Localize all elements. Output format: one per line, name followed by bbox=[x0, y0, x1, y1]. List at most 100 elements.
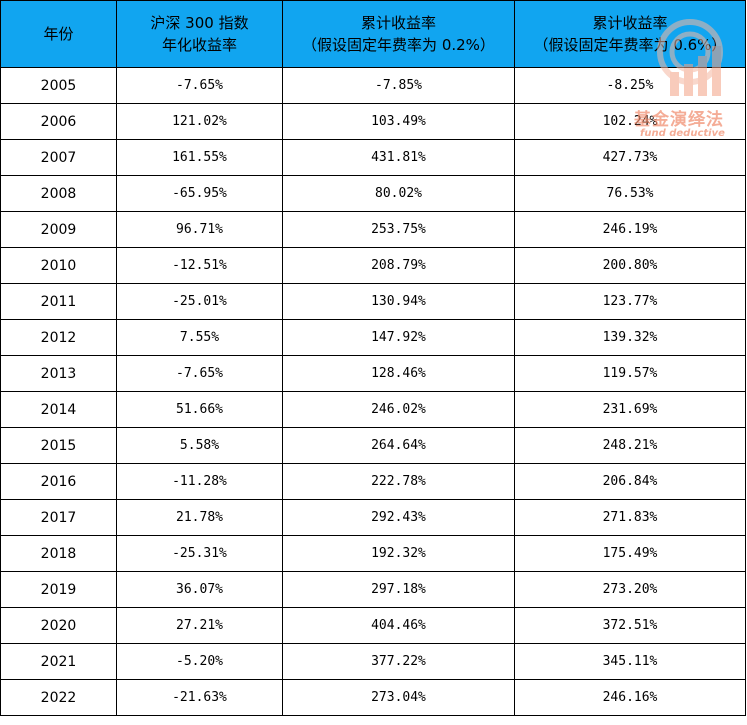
year-cell: 2009 bbox=[0, 211, 117, 248]
value-cell: 222.78% bbox=[282, 463, 515, 500]
table-row: 2012 7.55% 147.92% 139.32% bbox=[0, 319, 746, 356]
value-cell: 273.20% bbox=[514, 571, 746, 608]
year-cell: 2016 bbox=[0, 463, 117, 500]
header-row: 年份 沪深 300 指数 年化收益率 累计收益率 （假设固定年费率为 0.2%） 累计收益… bbox=[0, 0, 746, 68]
year-cell: 2015 bbox=[0, 427, 117, 464]
year-cell: 2019 bbox=[0, 571, 117, 608]
value-cell: 404.46% bbox=[282, 607, 515, 644]
value-cell: -7.65% bbox=[116, 67, 283, 104]
year-cell: 2005 bbox=[0, 67, 117, 104]
value-cell: 192.32% bbox=[282, 535, 515, 572]
year-cell: 2008 bbox=[0, 175, 117, 212]
table-row: 2021 -5.20% 377.22% 345.11% bbox=[0, 643, 746, 680]
value-cell: -7.65% bbox=[116, 355, 283, 392]
table-row: 2016 -11.28% 222.78% 206.84% bbox=[0, 463, 746, 500]
year-cell: 2007 bbox=[0, 139, 117, 176]
year-cell: 2013 bbox=[0, 355, 117, 392]
table-row: 2005 -7.65% -7.85% -8.25% bbox=[0, 67, 746, 104]
value-cell: 372.51% bbox=[514, 607, 746, 644]
value-cell: 273.04% bbox=[282, 679, 515, 716]
table-row: 2019 36.07% 297.18% 273.20% bbox=[0, 571, 746, 608]
value-cell: 80.02% bbox=[282, 175, 515, 212]
year-cell: 2014 bbox=[0, 391, 117, 428]
value-cell: 200.80% bbox=[514, 247, 746, 284]
table-row: 2017 21.78% 292.43% 271.83% bbox=[0, 499, 746, 536]
value-cell: 264.64% bbox=[282, 427, 515, 464]
value-cell: -65.95% bbox=[116, 175, 283, 212]
value-cell: 5.58% bbox=[116, 427, 283, 464]
table-body: 2005 -7.65% -7.85% -8.25% 2006 121.02% 103.49%… bbox=[0, 67, 746, 716]
table-row: 2015 5.58% 264.64% 248.21% bbox=[0, 427, 746, 464]
table-row: 2008 -65.95% 80.02% 76.53% bbox=[0, 175, 746, 212]
value-cell: 121.02% bbox=[116, 103, 283, 140]
value-cell: 119.57% bbox=[514, 355, 746, 392]
value-cell: 345.11% bbox=[514, 643, 746, 680]
column-header-0: 年份 bbox=[0, 0, 117, 68]
value-cell: 161.55% bbox=[116, 139, 283, 176]
value-cell: 147.92% bbox=[282, 319, 515, 356]
year-cell: 2010 bbox=[0, 247, 117, 284]
value-cell: 248.21% bbox=[514, 427, 746, 464]
value-cell: 96.71% bbox=[116, 211, 283, 248]
value-cell: 103.49% bbox=[282, 103, 515, 140]
value-cell: -21.63% bbox=[116, 679, 283, 716]
year-cell: 2011 bbox=[0, 283, 117, 320]
value-cell: 206.84% bbox=[514, 463, 746, 500]
table-row: 2007 161.55% 431.81% 427.73% bbox=[0, 139, 746, 176]
value-cell: 102.24% bbox=[514, 103, 746, 140]
value-cell: 130.94% bbox=[282, 283, 515, 320]
table-row: 2010 -12.51% 208.79% 200.80% bbox=[0, 247, 746, 284]
table-row: 2018 -25.31% 192.32% 175.49% bbox=[0, 535, 746, 572]
column-header-line: （假设固定年费率为 0.2%） bbox=[302, 36, 495, 54]
value-cell: -8.25% bbox=[514, 67, 746, 104]
value-cell: 246.16% bbox=[514, 679, 746, 716]
table-row: 2013 -7.65% 128.46% 119.57% bbox=[0, 355, 746, 392]
value-cell: -11.28% bbox=[116, 463, 283, 500]
column-header-2: 累计收益率 （假设固定年费率为 0.2%） bbox=[282, 0, 515, 68]
value-cell: -25.01% bbox=[116, 283, 283, 320]
value-cell: 246.19% bbox=[514, 211, 746, 248]
column-header-line: 累计收益率 bbox=[360, 14, 436, 32]
value-cell: 427.73% bbox=[514, 139, 746, 176]
column-header-line: （假设固定年费率为 0.6%） bbox=[533, 36, 727, 54]
value-cell: 246.02% bbox=[282, 391, 515, 428]
value-cell: 253.75% bbox=[282, 211, 515, 248]
column-header-1: 沪深 300 指数 年化收益率 bbox=[116, 0, 283, 68]
value-cell: 128.46% bbox=[282, 355, 515, 392]
year-cell: 2020 bbox=[0, 607, 117, 644]
column-header-line: 年份 bbox=[43, 25, 74, 43]
year-cell: 2021 bbox=[0, 643, 117, 680]
table-row: 2006 121.02% 103.49% 102.24% bbox=[0, 103, 746, 140]
table-row: 2009 96.71% 253.75% 246.19% bbox=[0, 211, 746, 248]
value-cell: 123.77% bbox=[514, 283, 746, 320]
value-cell: 51.66% bbox=[116, 391, 283, 428]
value-cell: 271.83% bbox=[514, 499, 746, 536]
table-row: 2011 -25.01% 130.94% 123.77% bbox=[0, 283, 746, 320]
value-cell: 21.78% bbox=[116, 499, 283, 536]
column-header-line: 沪深 300 指数 bbox=[150, 14, 249, 32]
year-cell: 2017 bbox=[0, 499, 117, 536]
value-cell: -7.85% bbox=[282, 67, 515, 104]
value-cell: 431.81% bbox=[282, 139, 515, 176]
column-header-line: 累计收益率 bbox=[592, 14, 668, 32]
value-cell: 27.21% bbox=[116, 607, 283, 644]
year-cell: 2022 bbox=[0, 679, 117, 716]
value-cell: 231.69% bbox=[514, 391, 746, 428]
year-cell: 2006 bbox=[0, 103, 117, 140]
table-row: 2014 51.66% 246.02% 231.69% bbox=[0, 391, 746, 428]
value-cell: 292.43% bbox=[282, 499, 515, 536]
column-header-3: 累计收益率 （假设固定年费率为 0.6%） bbox=[514, 0, 746, 68]
value-cell: 377.22% bbox=[282, 643, 515, 680]
value-cell: -12.51% bbox=[116, 247, 283, 284]
value-cell: -5.20% bbox=[116, 643, 283, 680]
value-cell: 76.53% bbox=[514, 175, 746, 212]
value-cell: 297.18% bbox=[282, 571, 515, 608]
year-cell: 2012 bbox=[0, 319, 117, 356]
value-cell: 36.07% bbox=[116, 571, 283, 608]
value-cell: -25.31% bbox=[116, 535, 283, 572]
column-header-line: 年化收益率 bbox=[161, 36, 237, 54]
table-row: 2022 -21.63% 273.04% 246.16% bbox=[0, 679, 746, 716]
value-cell: 208.79% bbox=[282, 247, 515, 284]
value-cell: 175.49% bbox=[514, 535, 746, 572]
